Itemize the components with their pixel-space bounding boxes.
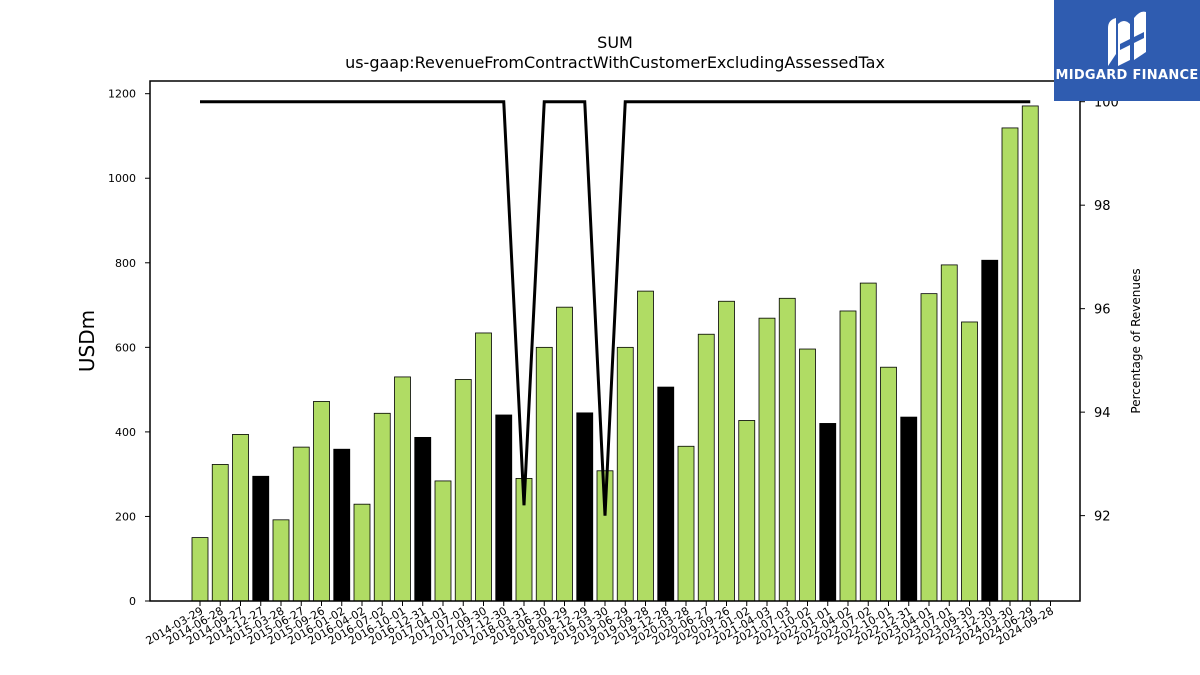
bar — [718, 300, 735, 602]
bar — [394, 376, 411, 602]
logo-brand-text: MIDGARD FINANCE — [1055, 68, 1199, 83]
y2-tick-label: 96 — [1094, 303, 1111, 318]
bar — [758, 317, 776, 602]
bar — [677, 445, 695, 602]
bar — [799, 348, 816, 602]
midgard-finance-logo: MIDGARD FINANCE — [1054, 0, 1200, 101]
bar — [191, 537, 209, 602]
bar — [819, 423, 837, 602]
percentage-line — [200, 100, 1031, 516]
logo-mark-icon — [1108, 11, 1146, 66]
bar — [353, 503, 371, 602]
y-tick-label: 400 — [115, 426, 136, 439]
bar — [475, 332, 492, 602]
y2-tick-label: 94 — [1094, 406, 1111, 421]
y-tick-label: 1200 — [108, 88, 136, 101]
y-tick-label: 200 — [115, 510, 136, 523]
chart-title-line-2: us-gaap:RevenueFromContractWithCustomerE… — [345, 53, 885, 72]
bar — [880, 366, 897, 602]
y-tick-label: 0 — [129, 595, 136, 608]
bar — [859, 282, 877, 602]
bar — [556, 306, 573, 602]
y-tick-label: 600 — [115, 341, 136, 354]
bar — [1001, 127, 1019, 602]
bar — [535, 346, 553, 602]
y2-tick-label: 92 — [1094, 510, 1111, 525]
y2-tick-label: 98 — [1094, 199, 1111, 214]
y2-axis-label: Percentage of Revenues — [1129, 268, 1143, 413]
bar — [252, 475, 270, 602]
bar — [697, 333, 715, 602]
bar — [900, 416, 918, 602]
bar — [920, 293, 938, 602]
bar — [778, 297, 796, 602]
bar — [373, 412, 391, 602]
bar — [333, 448, 351, 602]
y-tick-label: 800 — [115, 257, 136, 270]
bar — [738, 420, 756, 602]
plot-frame — [149, 80, 1081, 602]
bar — [232, 434, 249, 602]
bar — [434, 480, 452, 602]
bar — [292, 446, 310, 602]
bar — [495, 414, 513, 602]
bar — [454, 379, 472, 602]
bar — [1021, 105, 1039, 602]
bar — [981, 259, 999, 602]
bar — [414, 436, 432, 602]
bar — [940, 264, 958, 602]
bar — [961, 321, 978, 602]
bar — [616, 346, 634, 602]
y-tick-label: 1000 — [108, 172, 136, 185]
bar — [637, 290, 654, 602]
bar — [576, 412, 594, 602]
bar — [839, 310, 857, 602]
chart-title-line-1: SUM — [597, 33, 633, 52]
bar — [657, 386, 675, 602]
y-axis-label: USDm — [75, 310, 99, 372]
bar — [272, 519, 290, 602]
bar — [313, 401, 330, 602]
bar — [211, 464, 229, 602]
